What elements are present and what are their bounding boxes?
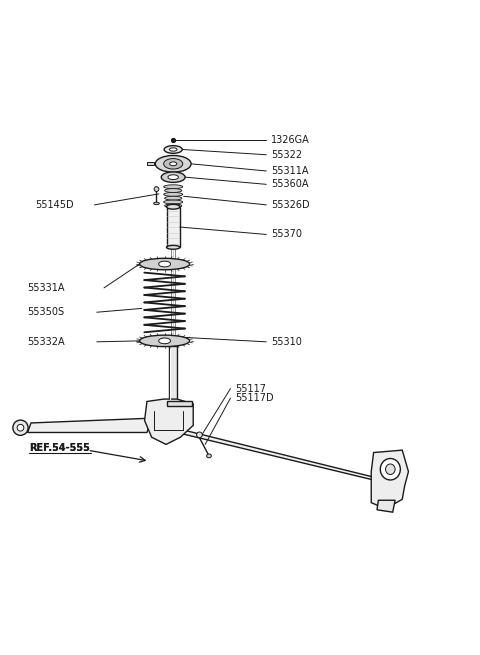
Ellipse shape (167, 204, 180, 209)
Text: REF.54-555: REF.54-555 (29, 443, 90, 453)
Ellipse shape (164, 200, 183, 204)
Text: 55310: 55310 (271, 337, 302, 346)
Text: 55145D: 55145D (35, 200, 73, 210)
Text: REF.54-555: REF.54-555 (29, 443, 90, 453)
Ellipse shape (380, 458, 400, 480)
Ellipse shape (169, 148, 177, 151)
Ellipse shape (161, 172, 185, 183)
Polygon shape (144, 399, 193, 445)
Ellipse shape (154, 187, 159, 191)
Ellipse shape (164, 193, 183, 196)
Ellipse shape (165, 189, 182, 193)
Ellipse shape (206, 454, 211, 458)
Polygon shape (28, 418, 152, 432)
Ellipse shape (164, 159, 183, 169)
Polygon shape (167, 207, 180, 248)
Polygon shape (377, 500, 395, 512)
Ellipse shape (164, 185, 183, 189)
Text: 55360A: 55360A (271, 179, 309, 189)
Ellipse shape (164, 145, 182, 153)
Ellipse shape (197, 432, 202, 438)
Ellipse shape (169, 162, 177, 166)
Ellipse shape (140, 335, 190, 346)
Ellipse shape (165, 204, 182, 208)
Ellipse shape (167, 246, 180, 250)
Polygon shape (174, 428, 378, 481)
Text: 55117D: 55117D (235, 393, 274, 403)
Text: 55117: 55117 (235, 384, 266, 394)
Text: 55332A: 55332A (28, 337, 65, 346)
Text: 55322: 55322 (271, 150, 302, 160)
Polygon shape (371, 450, 408, 509)
Ellipse shape (154, 202, 159, 204)
Ellipse shape (385, 464, 395, 474)
Text: 55311A: 55311A (271, 166, 309, 176)
Ellipse shape (13, 420, 28, 436)
Ellipse shape (158, 261, 170, 267)
Polygon shape (168, 400, 192, 406)
Text: 1326GA: 1326GA (271, 136, 310, 145)
Ellipse shape (17, 424, 24, 431)
Ellipse shape (168, 175, 179, 179)
Polygon shape (147, 162, 154, 165)
Ellipse shape (140, 258, 190, 270)
Text: 55350S: 55350S (28, 307, 65, 317)
Text: 55326D: 55326D (271, 200, 310, 210)
Text: 55370: 55370 (271, 229, 302, 240)
Text: 55331A: 55331A (28, 283, 65, 293)
Ellipse shape (156, 155, 191, 172)
Ellipse shape (165, 196, 182, 200)
Polygon shape (169, 346, 178, 402)
Ellipse shape (158, 338, 170, 344)
